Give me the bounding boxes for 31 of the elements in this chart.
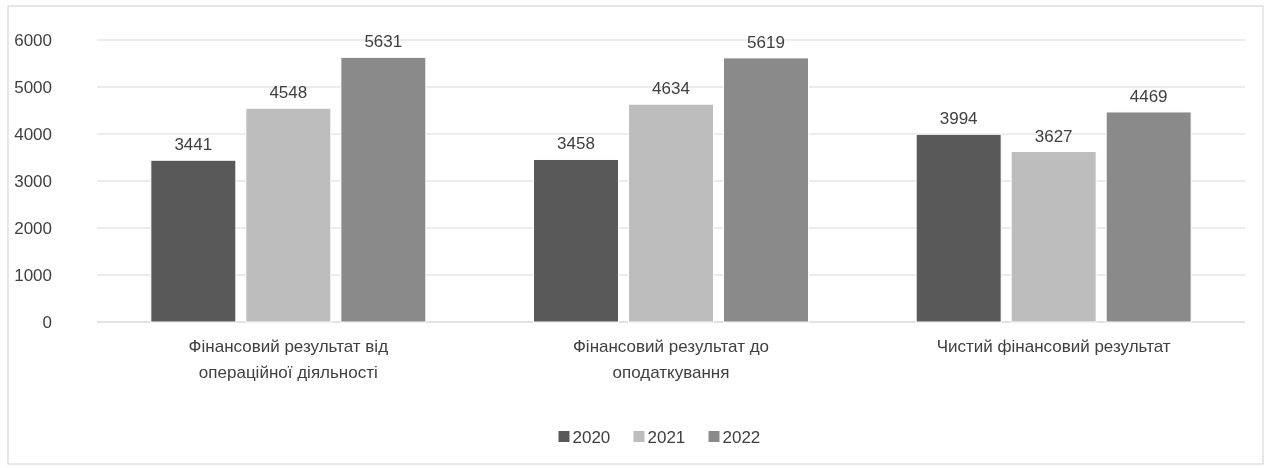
y-tick-label: 1000	[14, 265, 52, 285]
data-label: 3627	[1034, 126, 1073, 146]
bar	[150, 159, 237, 323]
legend-label: 2021	[647, 427, 686, 447]
y-tick-label: 4000	[14, 124, 52, 144]
bar	[915, 133, 1002, 323]
data-label: 3441	[174, 135, 213, 155]
data-label: 4469	[1129, 86, 1168, 106]
bar	[1105, 111, 1192, 323]
y-tick-label: 6000	[14, 30, 52, 50]
bar	[340, 56, 427, 323]
y-tick-label: 3000	[14, 171, 52, 191]
y-tick-label: 2000	[14, 218, 52, 238]
data-label: 3458	[557, 134, 595, 154]
x-tick-label: Чистий фінансовий результат	[936, 337, 1171, 356]
y-tick-label: 5000	[14, 77, 52, 97]
data-label: 5631	[364, 32, 403, 52]
data-label: 4634	[652, 79, 690, 99]
bar	[723, 57, 809, 323]
y-tick-label: 0	[42, 312, 52, 332]
legend-label: 2022	[722, 427, 761, 447]
data-label: 4548	[269, 83, 308, 103]
bar	[1010, 151, 1097, 323]
bar	[533, 158, 619, 323]
x-tick-label: Фінансовий результат від операційної діяльності	[188, 337, 389, 382]
x-tick-label: Фінансовий результат до оподаткування	[572, 337, 770, 382]
data-label: 5619	[747, 32, 785, 52]
bar	[628, 103, 714, 323]
legend-label: 2020	[572, 427, 611, 447]
data-label: 3994	[939, 109, 978, 129]
bar	[245, 107, 332, 323]
